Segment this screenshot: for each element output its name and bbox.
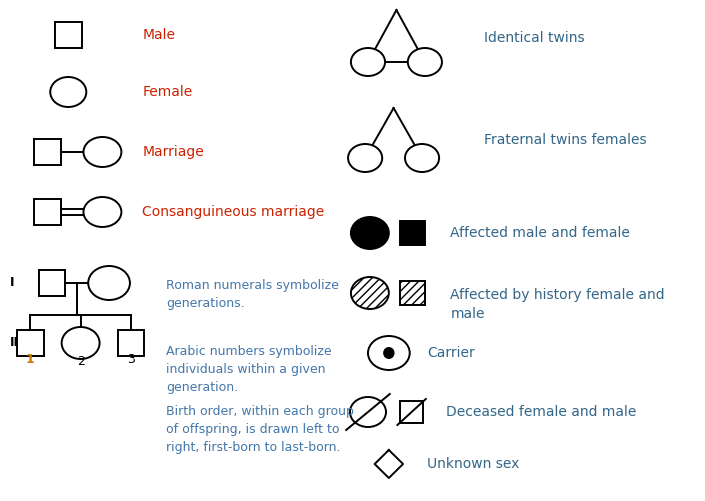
Text: 2: 2: [77, 355, 85, 368]
Ellipse shape: [405, 144, 439, 172]
Ellipse shape: [384, 348, 393, 358]
Ellipse shape: [351, 48, 385, 76]
Text: I: I: [9, 277, 14, 290]
Text: Affected male and female: Affected male and female: [450, 226, 630, 240]
Text: Affected by history female and
male: Affected by history female and male: [450, 288, 665, 322]
Text: Carrier: Carrier: [427, 346, 474, 360]
Bar: [39, 270, 66, 296]
Text: Roman numerals symbolize
generations.: Roman numerals symbolize generations.: [166, 279, 339, 310]
Bar: [17, 330, 44, 356]
Text: Consanguineous marriage: Consanguineous marriage: [142, 205, 324, 219]
Bar: [118, 330, 144, 356]
Bar: [400, 401, 423, 423]
Ellipse shape: [88, 266, 130, 300]
Bar: [400, 281, 425, 305]
Ellipse shape: [407, 48, 442, 76]
Ellipse shape: [351, 277, 389, 309]
Bar: [34, 139, 61, 165]
Text: Identical twins: Identical twins: [484, 31, 584, 45]
Ellipse shape: [348, 144, 382, 172]
Ellipse shape: [50, 77, 86, 107]
Text: Fraternal twins females: Fraternal twins females: [484, 133, 646, 147]
Text: Male: Male: [142, 28, 176, 42]
Text: Unknown sex: Unknown sex: [427, 457, 519, 471]
Ellipse shape: [61, 327, 99, 359]
Text: Arabic numbers symbolize
individuals within a given
generation.: Arabic numbers symbolize individuals wit…: [166, 345, 331, 394]
Ellipse shape: [368, 336, 410, 370]
Bar: [55, 22, 82, 48]
Ellipse shape: [83, 197, 121, 227]
Text: 3: 3: [127, 353, 135, 366]
Text: 1: 1: [26, 353, 35, 366]
Text: Marriage: Marriage: [142, 145, 204, 159]
Ellipse shape: [83, 137, 121, 167]
Bar: [34, 199, 61, 225]
Text: Deceased female and male: Deceased female and male: [446, 405, 636, 419]
Ellipse shape: [351, 217, 389, 249]
Text: II: II: [9, 337, 18, 350]
Ellipse shape: [350, 397, 386, 427]
Text: Female: Female: [142, 85, 192, 99]
Bar: [400, 221, 425, 245]
Text: Birth order, within each group
of offspring, is drawn left to
right, first-born : Birth order, within each group of offspr…: [166, 405, 354, 454]
